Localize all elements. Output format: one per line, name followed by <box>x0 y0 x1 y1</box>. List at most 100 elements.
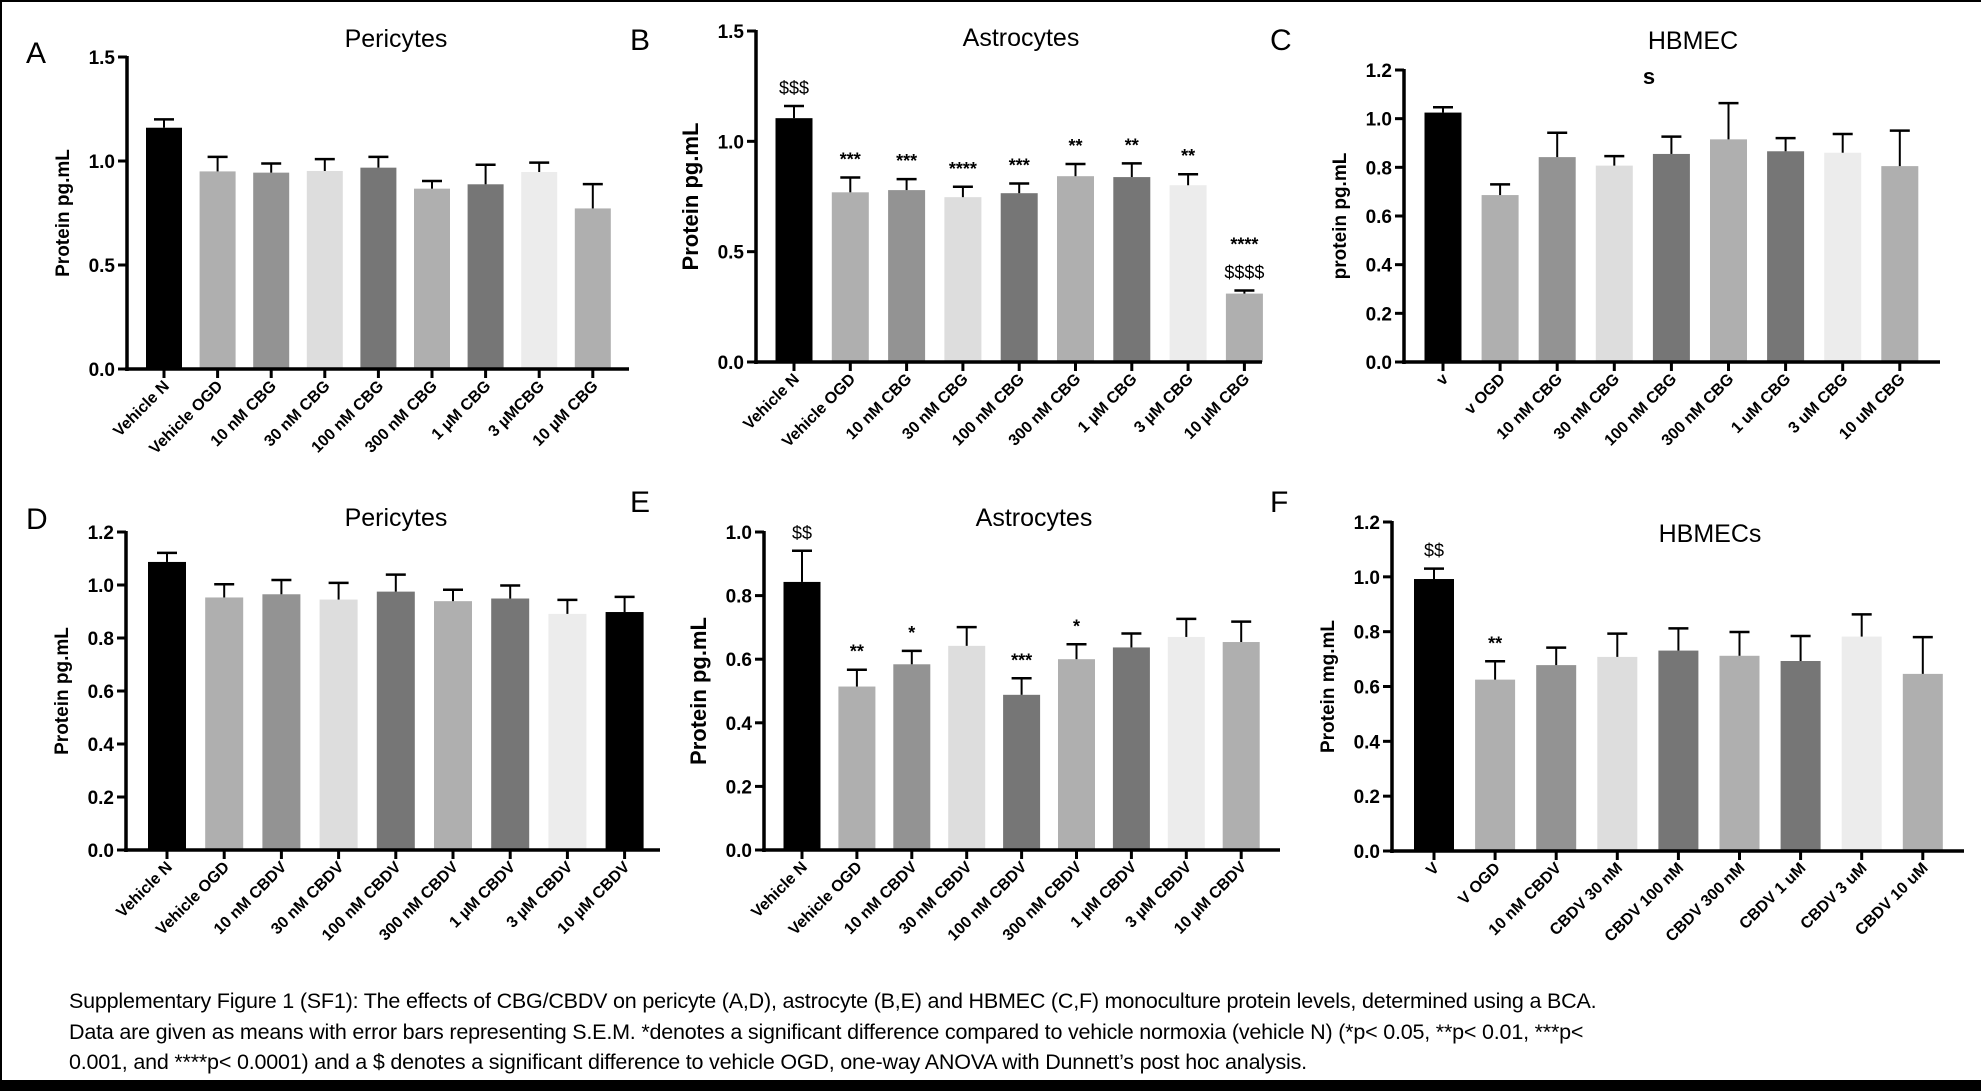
significance-label: $$ <box>1424 541 1444 561</box>
y-tick-label: 0.6 <box>1354 678 1380 699</box>
bar <box>574 208 611 369</box>
y-tick-label: 1.5 <box>718 22 745 43</box>
bar <box>548 613 587 850</box>
y-tick-label: 0.4 <box>1354 732 1381 753</box>
bar <box>319 599 358 850</box>
y-tick-label: 0.0 <box>726 841 752 862</box>
y-tick-label: 0.2 <box>726 777 752 798</box>
significance-label: **** <box>949 159 977 179</box>
y-tick-label: 0.8 <box>88 629 114 650</box>
x-tick-label: v OGD <box>1462 371 1509 418</box>
bar <box>605 612 644 850</box>
significance-label: $$$ <box>779 78 809 98</box>
chart-title-continuation: s <box>1643 64 1655 89</box>
bar <box>1481 195 1519 362</box>
bar <box>888 190 926 362</box>
bar <box>1710 139 1747 362</box>
bar <box>1414 579 1454 851</box>
y-tick-label: 1.5 <box>89 48 116 69</box>
significance-label: $$ <box>792 523 812 543</box>
y-tick-label: 1.2 <box>88 523 114 544</box>
panel-letter: C <box>1270 24 1292 57</box>
bar <box>1597 656 1638 851</box>
y-tick-label: 1.0 <box>89 152 115 173</box>
bar <box>1222 642 1260 850</box>
panel-letter: A <box>26 37 46 70</box>
y-axis-label: Protein mg.mL <box>1318 620 1339 753</box>
bar <box>775 118 813 362</box>
significance-label: * <box>908 623 915 643</box>
y-tick-label: 0.4 <box>726 714 753 735</box>
bar <box>1225 293 1263 362</box>
x-tick-label: V OGD <box>1455 860 1503 908</box>
y-tick-label: 1.0 <box>718 132 744 153</box>
bar <box>1595 165 1633 362</box>
bar <box>253 172 290 369</box>
y-tick-label: 1.0 <box>726 523 752 544</box>
bar <box>1003 694 1041 850</box>
bar <box>1780 661 1821 851</box>
significance-label: *** <box>840 150 861 170</box>
chart-title: Astrocytes <box>963 24 1080 52</box>
bar <box>146 127 182 369</box>
bar <box>1881 166 1919 362</box>
y-tick-label: 0.2 <box>1366 304 1392 325</box>
bar <box>1652 153 1690 362</box>
bar <box>948 645 986 850</box>
significance-label: ** <box>1125 135 1139 155</box>
bar <box>831 192 869 362</box>
x-tick-label: v <box>1434 371 1452 389</box>
significance-label: $$$$ <box>1224 263 1264 283</box>
y-tick-label: 0.0 <box>1366 353 1392 374</box>
y-tick-label: 0.8 <box>1354 623 1380 644</box>
significance-label: *** <box>1011 650 1032 670</box>
y-tick-label: 0.6 <box>88 682 114 703</box>
bar <box>199 171 236 369</box>
y-tick-label: 0.0 <box>88 841 114 862</box>
y-tick-label: 0.2 <box>1354 787 1380 808</box>
y-axis-label: protein pg.mL <box>1330 152 1351 279</box>
y-tick-label: 0.4 <box>88 735 115 756</box>
x-tick-label: 1 uM CBG <box>1728 371 1794 437</box>
significance-label: ** <box>1488 633 1502 653</box>
bar <box>1538 157 1576 362</box>
panel-letter: F <box>1270 486 1288 519</box>
bar <box>1767 151 1805 362</box>
bar <box>1112 647 1150 850</box>
y-tick-label: 1.2 <box>1354 513 1380 534</box>
chart-title: Astrocytes <box>976 504 1093 532</box>
y-axis-label: Protein pg.mL <box>53 149 74 277</box>
bar <box>360 167 397 369</box>
caption-line-1: Supplementary Figure 1 (SF1): The effect… <box>69 989 1597 1013</box>
bar <box>467 184 504 369</box>
chart-title: HBMECs <box>1659 520 1762 548</box>
y-tick-label: 0.0 <box>89 360 115 381</box>
caption-line-2: Data are given as means with error bars … <box>69 1019 1584 1044</box>
bar <box>1169 185 1207 362</box>
bar <box>1824 152 1862 362</box>
y-tick-label: 1.0 <box>88 576 114 597</box>
significance-label: ** <box>850 642 864 662</box>
panel-letter: D <box>26 503 48 536</box>
bar <box>1058 659 1095 850</box>
bar <box>1000 193 1038 362</box>
bar <box>376 591 415 850</box>
chart-title: HBMEC <box>1648 27 1738 55</box>
bar <box>205 597 244 850</box>
bar <box>893 664 931 850</box>
bar <box>1658 650 1699 851</box>
bar <box>1536 665 1577 851</box>
figure-caption: Supplementary Figure 1 (SF1): The effect… <box>69 986 1949 1078</box>
significance-label: **** <box>1230 235 1258 255</box>
bar <box>838 686 876 850</box>
bottom-black-band <box>0 1080 1981 1091</box>
y-axis-label: Protein pg.mL <box>52 627 73 755</box>
y-tick-label: 0.4 <box>1366 256 1393 277</box>
chart-title: Pericytes <box>345 504 448 532</box>
